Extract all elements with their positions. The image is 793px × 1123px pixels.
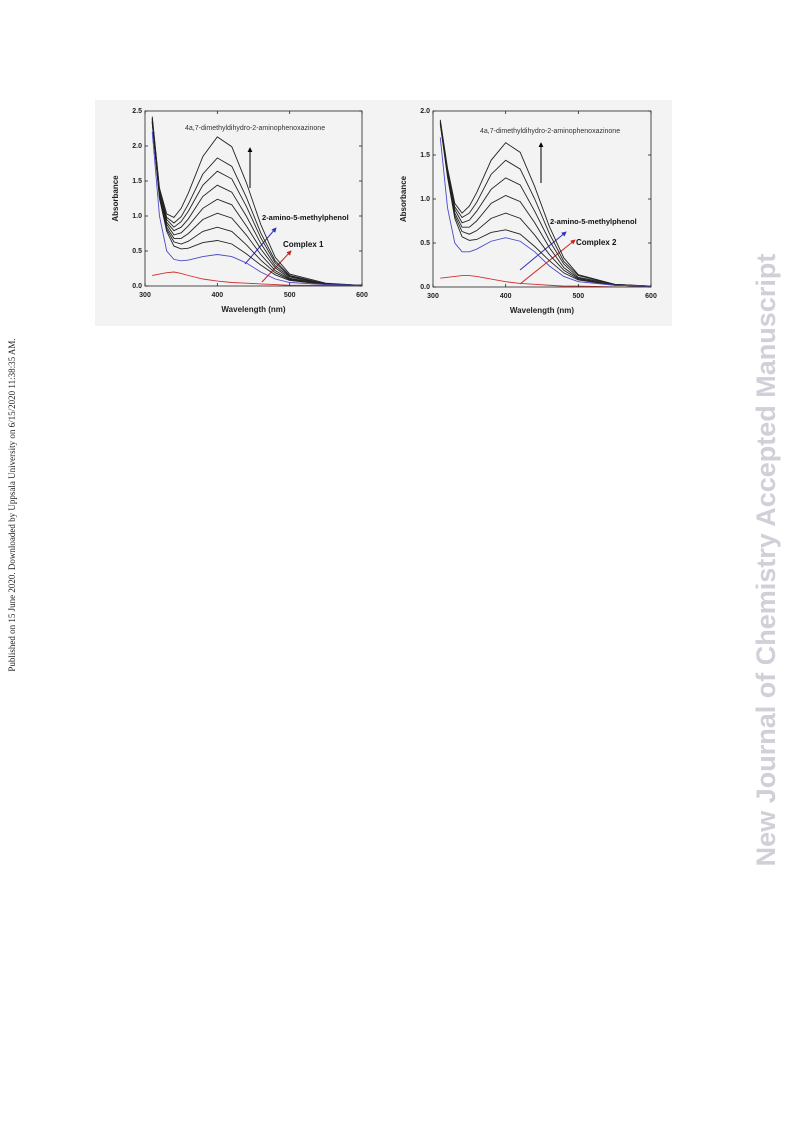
spectrum-line — [439, 120, 651, 287]
spectrum-line — [151, 121, 362, 286]
side-note: Published on 15 June 2020. Downloaded by… — [7, 338, 17, 671]
spectrum-line — [439, 137, 651, 287]
x-tick-label: 300 — [427, 293, 439, 300]
x-tick-label: 500 — [284, 292, 296, 299]
x-axis-label: Wavelength (nm) — [510, 306, 574, 315]
y-tick-label: 0.5 — [132, 248, 142, 255]
y-axis-label: Absorbance — [399, 175, 408, 222]
x-tick-label: 600 — [645, 293, 657, 300]
spectrum-line — [151, 119, 362, 286]
spectrum-line — [151, 117, 362, 286]
y-tick-label: 1.0 — [420, 196, 430, 203]
figure-panel — [390, 100, 672, 326]
y-tick-label: 2.0 — [132, 143, 142, 150]
x-tick-label: 400 — [211, 292, 223, 299]
annotation: 2-amino-5-methylphenol — [550, 217, 637, 226]
y-axis-label: Absorbance — [111, 175, 120, 222]
x-axis-label: Wavelength (nm) — [221, 305, 285, 314]
spectrum-line — [439, 121, 651, 287]
annotation: 2-amino-5-methylphenol — [262, 213, 349, 222]
spectrum-line — [439, 123, 651, 287]
spectrum-line — [152, 271, 362, 286]
spectrum-line — [440, 275, 651, 287]
annotation: 4a,7-dimethyldihydro-2-aminophenoxazinon… — [185, 125, 325, 132]
y-tick-label: 0.0 — [132, 283, 142, 290]
x-tick-label: 500 — [572, 293, 584, 300]
plot-frame — [144, 110, 363, 287]
x-tick-label: 600 — [356, 292, 368, 299]
spectrum-line — [151, 122, 362, 286]
spectrum-line — [151, 118, 362, 286]
annotation: 4a,7-dimethyldihydro-2-aminophenoxazinon… — [480, 128, 620, 135]
spectrum-line — [439, 124, 651, 287]
annotation: Complex 1 — [283, 240, 324, 249]
y-tick-label: 1.5 — [132, 178, 142, 185]
x-tick-label: 400 — [500, 293, 512, 300]
figure-panel — [95, 100, 390, 326]
watermark: New Journal of Chemistry Accepted Manusc… — [751, 254, 781, 867]
y-tick-label: 2.0 — [420, 108, 430, 115]
plot-lines — [439, 119, 651, 287]
spectrum-line — [151, 116, 362, 286]
plot-lines — [151, 116, 362, 286]
spectrum-line — [151, 131, 362, 286]
y-tick-label: 1.0 — [132, 213, 142, 220]
y-tick-label: 2.5 — [132, 108, 142, 115]
y-tick-label: 1.5 — [420, 152, 430, 159]
y-tick-label: 0.5 — [420, 240, 430, 247]
y-tick-label: 0.0 — [420, 284, 430, 291]
annotation: Complex 2 — [576, 238, 617, 247]
spectrum-line — [439, 122, 651, 287]
spectrum-line — [151, 122, 362, 286]
spectrum-line — [151, 120, 362, 286]
x-tick-label: 300 — [139, 292, 151, 299]
spectrum-line — [439, 119, 651, 287]
